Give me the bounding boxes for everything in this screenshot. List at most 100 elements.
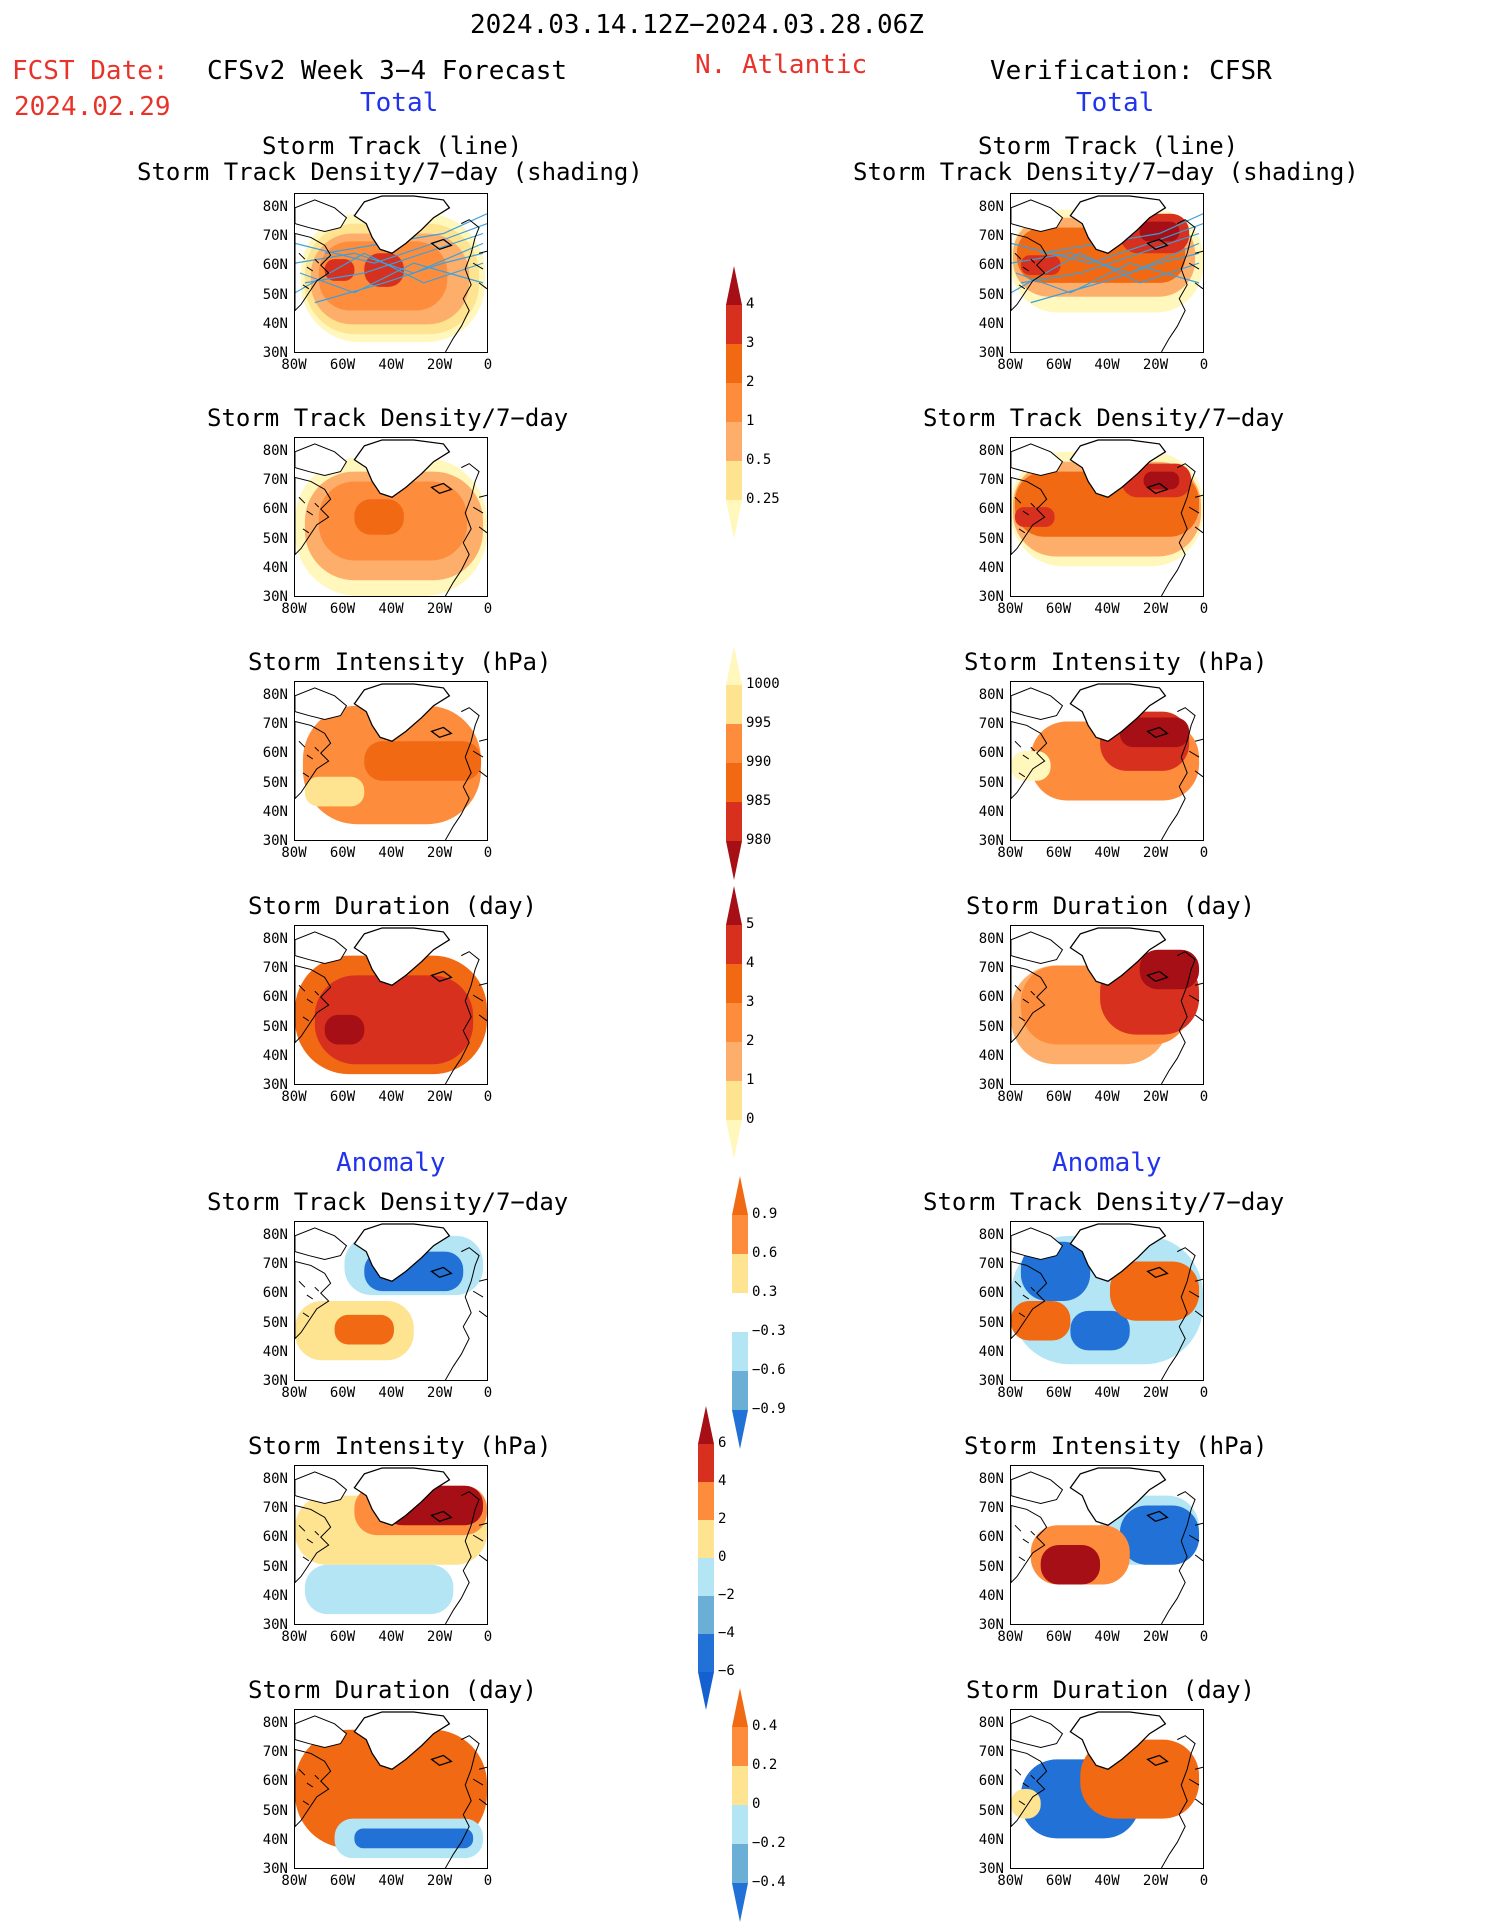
- lat-tick-label: 30N: [262, 1617, 288, 1633]
- lat-tick-label: 40N: [262, 803, 288, 820]
- lat-tick-label: 70N: [262, 716, 288, 733]
- lat-tick-label: 60N: [262, 1285, 288, 1302]
- lon-tick-label: 80W: [997, 1873, 1023, 1889]
- lon-tick-label: 40W: [378, 1089, 404, 1105]
- lon-tick-label: 80W: [997, 845, 1023, 861]
- lat-tick-label: 40N: [978, 1047, 1004, 1064]
- lat-tick-label: 80N: [262, 1227, 288, 1243]
- colorbar-duration-label: 5: [746, 916, 755, 932]
- lon-tick-label: 60W: [1045, 1873, 1072, 1889]
- colorbar-duration-label: 4: [746, 955, 755, 971]
- lat-tick-label: 50N: [978, 774, 1004, 791]
- colorbar-intensity-anomaly-label: 0: [718, 1549, 727, 1565]
- colorbar-intensity-anomaly-label: −2: [718, 1587, 735, 1603]
- section-total-right: Total: [1076, 88, 1155, 118]
- lon-tick-label: 20W: [426, 357, 453, 373]
- lat-tick-label: 30N: [978, 589, 1004, 605]
- lat-tick-label: 40N: [262, 1587, 288, 1604]
- lon-tick-label: 0: [1199, 1629, 1209, 1645]
- lat-tick-label: 60N: [262, 501, 288, 518]
- colorbar-duration-anomaly-label: −0.2: [752, 1835, 786, 1851]
- lon-tick-label: 20W: [426, 845, 453, 861]
- colorbar-duration-anomaly-label: −0.4: [752, 1874, 786, 1890]
- lat-tick-label: 40N: [978, 803, 1004, 820]
- lat-tick-label: 60N: [978, 1529, 1004, 1546]
- lon-tick-label: 0: [1199, 845, 1209, 861]
- lon-tick-label: 0: [1199, 1385, 1209, 1401]
- lon-tick-label: 40W: [378, 1629, 404, 1645]
- track-map-verification: [1010, 193, 1204, 353]
- lon-tick-label: 60W: [329, 1629, 356, 1645]
- lon-tick-label: 80W: [281, 845, 307, 861]
- lon-tick-label: 0: [1199, 1873, 1209, 1889]
- lon-tick-label: 60W: [329, 1873, 356, 1889]
- lat-tick-label: 80N: [262, 443, 288, 459]
- lat-tick-label: 30N: [262, 1077, 288, 1093]
- colorbar-density-anomaly-label: −0.3: [752, 1323, 786, 1339]
- lon-tick-label: 80W: [281, 357, 307, 373]
- lat-tick-label: 50N: [978, 1018, 1004, 1035]
- lon-tick-label: 40W: [1094, 1385, 1120, 1401]
- title-density-right: Storm Track Density/7−day: [923, 404, 1285, 432]
- colorbar-duration-anomaly: [730, 1688, 750, 1926]
- lat-tick-label: 70N: [978, 1500, 1004, 1517]
- lat-tick-label: 30N: [262, 833, 288, 849]
- lon-tick-label: 40W: [1094, 601, 1120, 617]
- lon-tick-label: 80W: [997, 1629, 1023, 1645]
- lat-tick-label: 80N: [262, 931, 288, 947]
- lat-tick-label: 80N: [978, 1715, 1004, 1731]
- lat-tick-label: 60N: [978, 501, 1004, 518]
- duration-anomaly-map-forecast: [294, 1709, 488, 1869]
- lat-tick-label: 30N: [978, 1373, 1004, 1389]
- colorbar-density-label: 4: [746, 296, 755, 312]
- lat-tick-label: 60N: [262, 1773, 288, 1790]
- colorbar-duration: [724, 886, 744, 1163]
- lon-tick-label: 20W: [426, 1629, 453, 1645]
- colorbar-intensity-label: 1000: [746, 676, 780, 692]
- lat-tick-label: 50N: [262, 1314, 288, 1331]
- intensity-map-verification: [1010, 681, 1204, 841]
- lat-tick-label: 80N: [262, 687, 288, 703]
- lon-tick-label: 20W: [1142, 1089, 1169, 1105]
- duration-map-forecast: [294, 925, 488, 1085]
- lat-tick-label: 70N: [262, 472, 288, 489]
- lat-tick-label: 50N: [978, 286, 1004, 303]
- colorbar-density-anomaly-label: −0.9: [752, 1401, 786, 1417]
- lat-tick-label: 70N: [262, 1500, 288, 1517]
- lat-tick-label: 60N: [262, 745, 288, 762]
- lat-tick-label: 70N: [262, 1744, 288, 1761]
- lon-tick-label: 60W: [1045, 1629, 1072, 1645]
- density-map-verification: [1010, 437, 1204, 597]
- lon-tick-label: 0: [483, 601, 493, 617]
- lon-tick-label: 80W: [281, 1873, 307, 1889]
- lon-tick-label: 0: [483, 1629, 493, 1645]
- lat-tick-label: 70N: [978, 472, 1004, 489]
- model-title: CFSv2 Week 3−4 Forecast: [207, 56, 568, 86]
- lat-tick-label: 50N: [262, 1018, 288, 1035]
- lon-tick-label: 60W: [1045, 1385, 1072, 1401]
- colorbar-duration-anomaly-label: 0: [752, 1796, 761, 1812]
- lat-tick-label: 30N: [978, 1617, 1004, 1633]
- lat-tick-label: 50N: [262, 286, 288, 303]
- lat-tick-label: 60N: [978, 989, 1004, 1006]
- fcst-date: 2024.02.29: [14, 92, 171, 122]
- lon-tick-label: 40W: [378, 1385, 404, 1401]
- lon-tick-label: 40W: [1094, 357, 1120, 373]
- date-range: 2024.03.14.12Z−2024.03.28.06Z: [470, 10, 924, 40]
- lon-tick-label: 80W: [281, 601, 307, 617]
- fcst-label: FCST Date:: [12, 56, 169, 86]
- lat-tick-label: 80N: [262, 1715, 288, 1731]
- colorbar-density-anomaly-label: 0.6: [752, 1245, 778, 1261]
- lat-tick-label: 70N: [978, 1256, 1004, 1273]
- lat-tick-label: 50N: [978, 530, 1004, 547]
- lat-tick-label: 40N: [978, 315, 1004, 332]
- intensity-anomaly-map-verification: [1010, 1465, 1204, 1625]
- lon-tick-label: 20W: [1142, 357, 1169, 373]
- lat-tick-label: 80N: [262, 1471, 288, 1487]
- lat-tick-label: 30N: [978, 1077, 1004, 1093]
- region-label: N. Atlantic: [695, 50, 868, 80]
- lon-tick-label: 0: [483, 357, 493, 373]
- lat-tick-label: 40N: [262, 315, 288, 332]
- duration-map-verification: [1010, 925, 1204, 1085]
- lat-tick-label: 50N: [262, 1802, 288, 1819]
